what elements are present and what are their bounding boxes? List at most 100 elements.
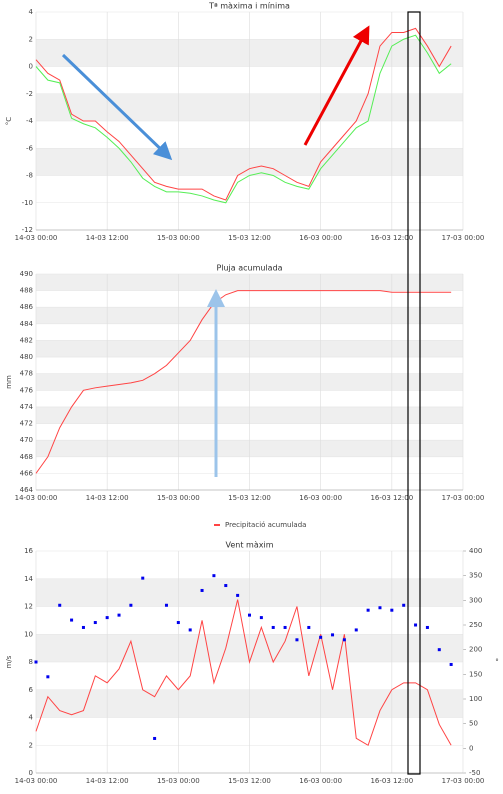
- y-tick-label: 480: [20, 353, 33, 361]
- y2-axis-label: °: [495, 658, 499, 666]
- y-tick-label: 8: [29, 658, 33, 666]
- line-series: [35, 290, 452, 474]
- scatter-point: [117, 613, 121, 617]
- x-tick-label: 14-03 12:00: [86, 494, 129, 502]
- chart-title: Pluja acumulada: [216, 264, 282, 273]
- x-tick-label: 16-03 00:00: [299, 777, 342, 785]
- scatter-point: [402, 603, 406, 607]
- scatter-point: [34, 660, 38, 664]
- scatter-point: [259, 616, 263, 620]
- scatter-point: [354, 628, 358, 632]
- x-tick-label: 14-03 00:00: [15, 777, 58, 785]
- line-series: [35, 599, 452, 746]
- scatter-point: [200, 588, 204, 592]
- scatter-point: [81, 625, 85, 629]
- x-tick-label: 17-03 00:00: [442, 777, 485, 785]
- line-series: [35, 34, 452, 204]
- scatter-point: [307, 625, 311, 629]
- scatter-point: [366, 608, 370, 612]
- x-tick-label: 14-03 12:00: [86, 234, 129, 242]
- x-tick-label: 16-03 00:00: [299, 494, 342, 502]
- scatter-point: [236, 593, 240, 597]
- y-tick-label: 468: [20, 453, 33, 461]
- scatter-point: [212, 574, 216, 578]
- y-tick-label: 0: [29, 63, 33, 71]
- y-axis-label: mm: [5, 375, 13, 389]
- x-tick-label: 17-03 00:00: [442, 494, 485, 502]
- x-tick-label: 15-03 12:00: [228, 777, 271, 785]
- y2-tick-label: 50: [469, 720, 478, 728]
- x-tick-label: 14-03 00:00: [15, 494, 58, 502]
- y-tick-label: 6: [29, 686, 34, 694]
- y-tick-label: 4: [29, 714, 34, 722]
- x-tick-label: 17-03 00:00: [442, 234, 485, 242]
- scatter-point: [93, 621, 97, 625]
- y-axis-label: °C: [5, 117, 13, 126]
- x-tick-label: 16-03 12:00: [370, 494, 413, 502]
- arrow: [61, 53, 173, 161]
- arrow: [303, 25, 370, 146]
- y2-tick-label: 0: [469, 744, 473, 752]
- scatter-point: [176, 621, 180, 625]
- scatter-point: [164, 603, 168, 607]
- y-tick-label: -6: [26, 144, 34, 152]
- y-axis-label: m/s: [5, 655, 13, 668]
- y-tick-label: 4: [29, 8, 34, 16]
- y2-tick-label: 400: [469, 547, 482, 555]
- y-tick-label: 486: [20, 303, 34, 311]
- y-tick-label: 12: [24, 603, 33, 611]
- y2-tick-label: 350: [469, 572, 482, 580]
- y-tick-label: 466: [20, 469, 34, 477]
- x-tick-label: 15-03 12:00: [228, 234, 271, 242]
- scatter-point: [331, 633, 335, 637]
- x-tick-label: 16-03 12:00: [370, 234, 413, 242]
- y2-tick-label: -50: [469, 769, 480, 777]
- chart-title: Vent màxim: [226, 541, 274, 550]
- y-tick-label: 2: [29, 741, 33, 749]
- scatter-point: [141, 576, 145, 580]
- scatter-point: [248, 613, 251, 617]
- x-tick-label: 16-03 00:00: [299, 234, 342, 242]
- x-tick-label: 15-03 12:00: [228, 494, 271, 502]
- scatter-point: [342, 638, 346, 642]
- y-tick-label: 0: [29, 769, 33, 777]
- y-tick-label: 10: [24, 630, 33, 638]
- scatter-point: [390, 608, 394, 612]
- y-tick-label: 484: [20, 320, 34, 328]
- y-tick-label: 474: [20, 403, 34, 411]
- x-tick-label: 15-03 00:00: [157, 777, 200, 785]
- scatter-point: [58, 603, 62, 607]
- scatter-point: [105, 616, 109, 620]
- x-tick-label: 15-03 00:00: [157, 234, 200, 242]
- scatter-point: [153, 736, 157, 740]
- charts: -12 -10 -8 -6 -4 -2 0 2 4 14-03 00:00 14-03 12:00 1…: [5, 2, 499, 786]
- scatter-point: [295, 638, 299, 642]
- y2-tick-label: 100: [469, 695, 482, 703]
- y-tick-label: -4: [26, 117, 34, 125]
- y-tick-label: 490: [20, 270, 33, 278]
- x-tick-label: 14-03 12:00: [86, 777, 129, 785]
- y-tick-label: 488: [20, 287, 33, 295]
- y-tick-label: -12: [22, 226, 33, 234]
- y-tick-label: 478: [20, 370, 33, 378]
- scatter-point: [129, 603, 133, 607]
- scatter-point: [378, 606, 382, 610]
- scatter-point: [224, 584, 228, 588]
- y2-tick-label: 150: [469, 670, 482, 678]
- scatter-point: [188, 628, 192, 632]
- y-tick-label: 2: [29, 35, 33, 43]
- y-tick-label: -10: [22, 199, 33, 207]
- y-tick-label: 470: [20, 436, 33, 444]
- legend-label: Precipitació acumulada: [225, 521, 306, 529]
- y2-tick-label: 200: [469, 646, 482, 654]
- scatter-point: [271, 625, 275, 629]
- x-tick-label: 16-03 12:00: [370, 777, 413, 785]
- y-tick-label: 16: [24, 547, 33, 555]
- scatter-point: [414, 623, 418, 627]
- scatter-point: [319, 635, 323, 639]
- scatter-point: [437, 648, 441, 652]
- line-series: [35, 27, 452, 201]
- y-tick-label: 14: [24, 575, 33, 583]
- y2-tick-label: 250: [469, 621, 482, 629]
